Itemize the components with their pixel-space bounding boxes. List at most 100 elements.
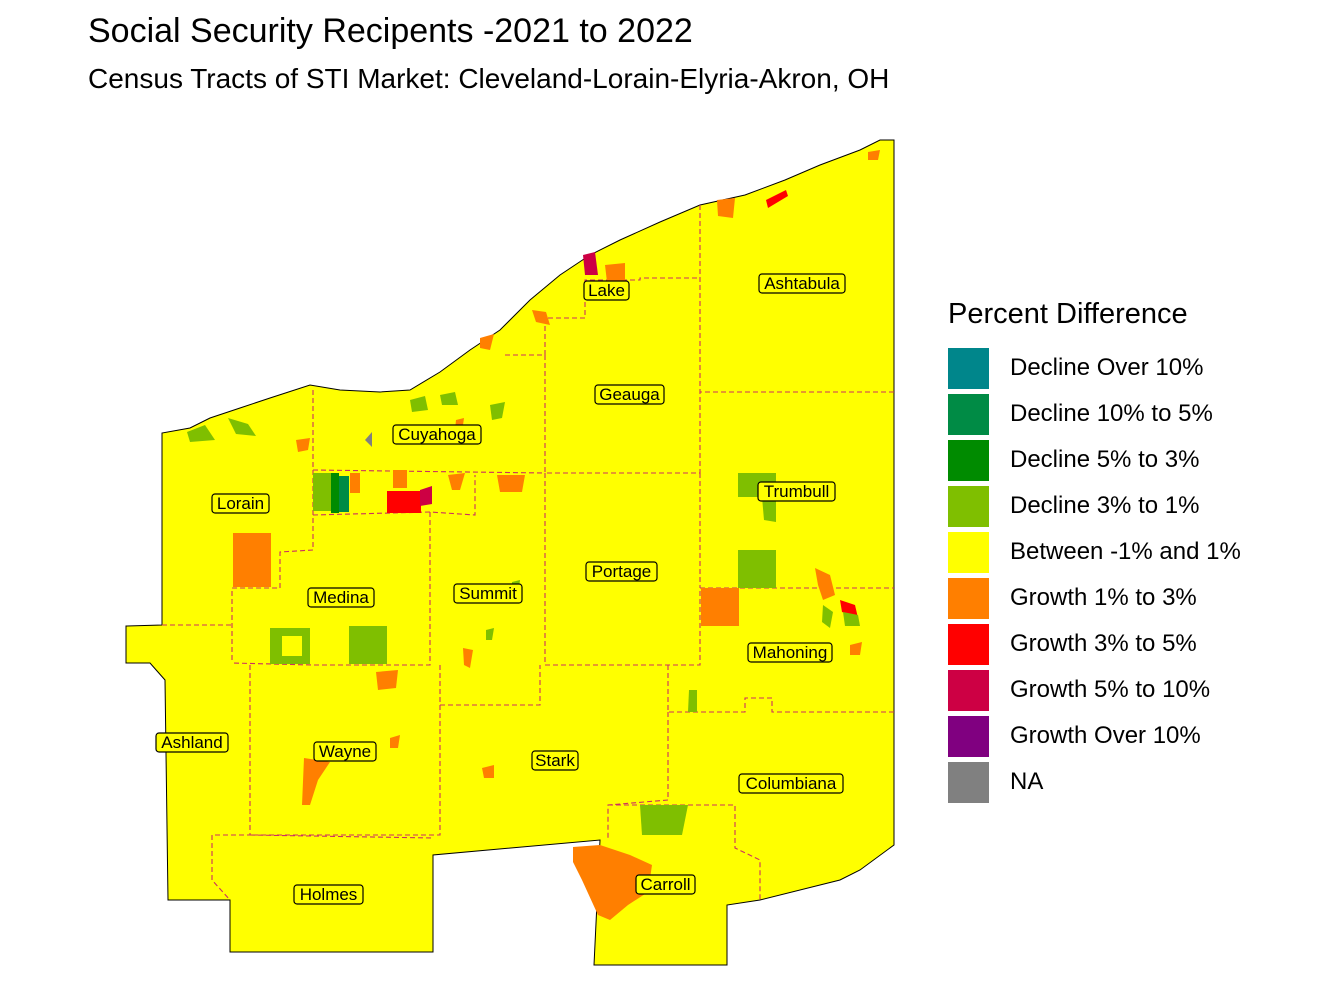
- tract: [482, 765, 494, 778]
- tract: [410, 396, 428, 412]
- tract: [420, 486, 432, 506]
- county-label-columbiana: Columbiana: [738, 773, 844, 794]
- tract: [573, 845, 652, 920]
- tract: [815, 568, 835, 600]
- tract: [296, 438, 310, 452]
- legend-swatch: [948, 669, 989, 711]
- legend-item: Growth 5% to 10%: [948, 667, 1328, 713]
- legend-swatch: [948, 531, 989, 573]
- tract: [843, 612, 860, 626]
- county-label-geauga: Geauga: [594, 384, 665, 405]
- county-labels: Lake Ashtabula Geauga Cuyahoga Lorain Tr…: [155, 273, 846, 905]
- tract: [463, 648, 473, 668]
- county-label-text: Portage: [592, 562, 652, 581]
- county-label-text: Carroll: [640, 875, 690, 894]
- county-borders: [162, 205, 894, 901]
- tract: [387, 491, 421, 513]
- legend-item: Decline 10% to 5%: [948, 391, 1328, 437]
- tract: [605, 263, 625, 282]
- county-label-wayne: Wayne: [313, 741, 377, 762]
- tract: [393, 470, 407, 488]
- county-label-text: Wayne: [319, 742, 371, 761]
- tract: [583, 252, 598, 275]
- county-label-text: Summit: [459, 584, 517, 603]
- county-label-ashland: Ashland: [155, 732, 229, 753]
- legend-items: Decline Over 10% Decline 10% to 5% Decline…: [948, 345, 1328, 805]
- county-label-text: Ashland: [161, 733, 222, 752]
- county-label-text: Columbiana: [746, 774, 837, 793]
- tract: [339, 476, 349, 512]
- county-label-text: Trumbull: [764, 482, 830, 501]
- legend-item: NA: [948, 759, 1328, 805]
- tract: [480, 334, 494, 350]
- legend-label: Growth Over 10%: [1010, 722, 1201, 749]
- legend-label: Decline 3% to 1%: [1010, 492, 1200, 519]
- legend-label: Growth 3% to 5%: [1010, 630, 1197, 657]
- county-label-summit: Summit: [453, 583, 523, 604]
- tract: [738, 550, 776, 588]
- tract: [497, 475, 525, 492]
- tract: [717, 198, 735, 218]
- tract: [233, 533, 271, 587]
- county-label-text: Ashtabula: [764, 274, 840, 293]
- legend-label: Decline Over 10%: [1010, 354, 1204, 381]
- tract: [228, 418, 256, 436]
- legend-label: Growth 5% to 10%: [1010, 676, 1211, 703]
- county-label-medina: Medina: [307, 587, 375, 608]
- county-label-text: Mahoning: [753, 643, 828, 662]
- map-title: Social Security Recipents -2021 to 2022: [88, 12, 693, 50]
- tract: [532, 310, 550, 325]
- county-label-holmes: Holmes: [293, 884, 364, 905]
- tract: [390, 735, 400, 748]
- tract: [331, 473, 339, 513]
- tract: [187, 425, 215, 442]
- tract: [486, 628, 494, 640]
- county-label-mahoning: Mahoning: [747, 642, 833, 663]
- tract: [282, 636, 302, 656]
- legend-label: Decline 10% to 5%: [1010, 400, 1213, 427]
- tract: [688, 690, 697, 712]
- tract: [302, 758, 330, 805]
- legend-item: Decline 5% to 3%: [948, 437, 1328, 483]
- tract: [440, 392, 458, 405]
- legend-swatch: [948, 715, 989, 757]
- county-label-carroll: Carroll: [635, 874, 696, 895]
- tract: [376, 670, 398, 690]
- legend-item: Decline 3% to 1%: [948, 483, 1328, 529]
- tract: [850, 642, 862, 655]
- county-label-cuyahoga: Cuyahoga: [392, 424, 482, 445]
- tract: [490, 402, 505, 420]
- legend-item: Growth Over 10%: [948, 713, 1328, 759]
- tract: [350, 473, 360, 493]
- legend-swatch: [948, 577, 989, 619]
- legend-swatch: [948, 393, 989, 435]
- legend-label: Decline 5% to 3%: [1010, 446, 1200, 473]
- tract: [365, 432, 372, 447]
- county-label-text: Holmes: [300, 885, 358, 904]
- legend-item: Growth 1% to 3%: [948, 575, 1328, 621]
- tract: [448, 473, 465, 490]
- tract: [701, 588, 739, 626]
- county-label-portage: Portage: [585, 561, 658, 582]
- county-label-stark: Stark: [531, 750, 579, 771]
- county-label-text: Medina: [313, 588, 369, 607]
- county-label-text: Geauga: [599, 385, 660, 404]
- legend-swatch: [948, 761, 989, 803]
- legend-label: Between -1% and 1%: [1010, 538, 1241, 565]
- legend-label: Growth 1% to 3%: [1010, 584, 1197, 611]
- county-label-text: Lorain: [217, 494, 264, 513]
- tract: [762, 497, 776, 522]
- choropleth-map: Lake Ashtabula Geauga Cuyahoga Lorain Tr…: [125, 139, 895, 966]
- county-label-text: Cuyahoga: [398, 425, 476, 444]
- county-label-text: Stark: [535, 751, 575, 770]
- tract: [766, 190, 788, 208]
- legend-item: Decline Over 10%: [948, 345, 1328, 391]
- county-label-trumbull: Trumbull: [757, 481, 836, 502]
- tract: [822, 605, 833, 628]
- legend-title: Percent Difference: [948, 298, 1188, 330]
- tract: [840, 600, 858, 618]
- legend-item: Between -1% and 1%: [948, 529, 1328, 575]
- legend-swatch: [948, 623, 989, 665]
- county-label-lake: Lake: [583, 280, 630, 301]
- tract: [640, 805, 688, 835]
